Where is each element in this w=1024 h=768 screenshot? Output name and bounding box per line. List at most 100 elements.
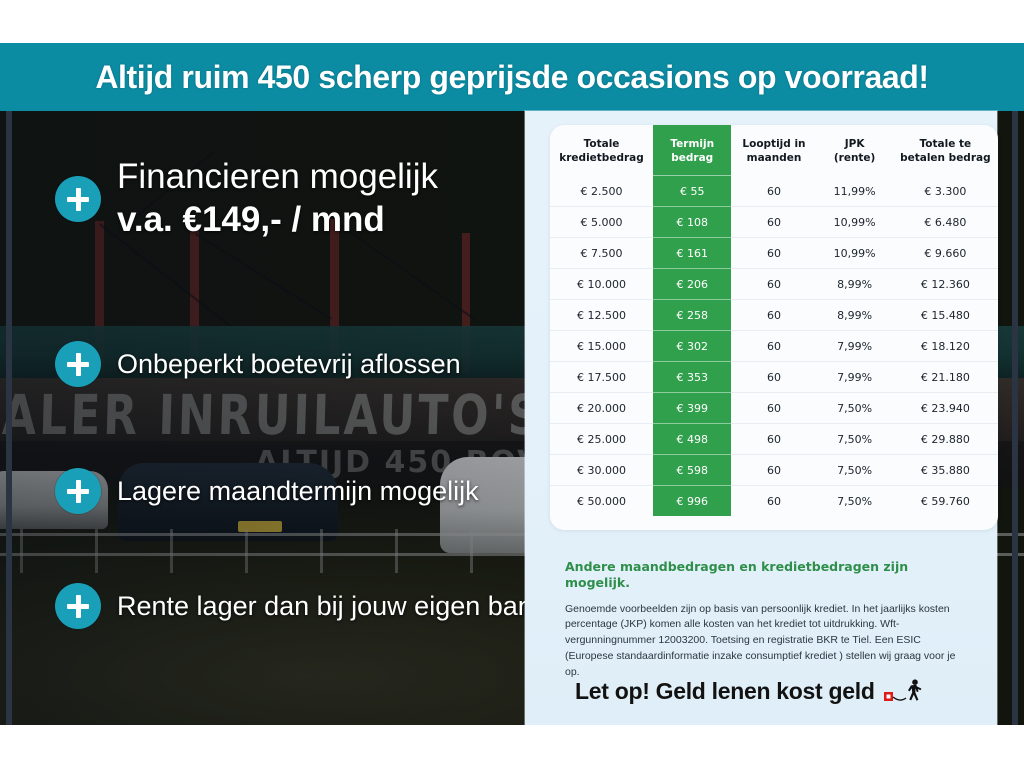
rate-table-body: € 2.500 € 55 60 11,99% € 3.300 € 5.000 € 108 60… bbox=[550, 175, 998, 517]
table-row: € 20.000 € 399 60 7,50% € 23.940 bbox=[550, 392, 998, 424]
table-cell: € 35.880 bbox=[892, 454, 998, 486]
table-cell: 7,99% bbox=[816, 361, 893, 393]
table-cell: € 15.000 bbox=[550, 330, 654, 362]
table-cell: € 302 bbox=[653, 330, 732, 362]
table-cell: 10,99% bbox=[816, 237, 893, 269]
table-cell: 7,50% bbox=[816, 454, 893, 486]
table-row: € 12.500 € 258 60 8,99% € 15.480 bbox=[550, 299, 998, 331]
rate-table-head: Totale kredietbedrag Termijn bedrag Looptijd… bbox=[550, 125, 998, 176]
table-cell: € 17.500 bbox=[550, 361, 654, 393]
benefit-item-financing: Financieren mogelijk v.a. €149,- / mnd bbox=[55, 156, 438, 241]
table-cell: € 498 bbox=[653, 423, 732, 455]
table-cell: 60 bbox=[731, 392, 817, 424]
benefit-line-1: Financieren mogelijk bbox=[117, 157, 438, 196]
table-cell: € 12.500 bbox=[550, 299, 654, 331]
benefit-item-penalty-free-repayment: Onbeperkt boetevrij aflossen bbox=[55, 341, 461, 387]
table-cell: € 996 bbox=[653, 485, 732, 517]
benefit-item-lower-interest: Rente lager dan bij jouw eigen bank bbox=[55, 583, 546, 629]
table-cell: € 399 bbox=[653, 392, 732, 424]
table-column-header: JPK (rente) bbox=[833, 138, 876, 165]
plus-icon bbox=[55, 175, 101, 222]
table-row: € 10.000 € 206 60 8,99% € 12.360 bbox=[550, 268, 998, 300]
table-cell: € 18.120 bbox=[892, 330, 998, 362]
table-cell: € 59.760 bbox=[892, 485, 998, 517]
table-column-header: Totale kredietbedrag bbox=[559, 138, 644, 165]
table-cell: 60 bbox=[731, 454, 817, 486]
table-cell: 7,50% bbox=[816, 423, 893, 455]
benefit-line-2: v.a. €149,- / mnd bbox=[117, 199, 385, 239]
table-row: € 15.000 € 302 60 7,99% € 18.120 bbox=[550, 330, 998, 362]
warning-notice: Let op! Geld lenen kost geld bbox=[575, 678, 928, 705]
table-cell: € 15.480 bbox=[892, 299, 998, 331]
table-row: € 5.000 € 108 60 10,99% € 6.480 bbox=[550, 206, 998, 238]
table-cell: € 353 bbox=[653, 361, 732, 393]
benefits-list: Financieren mogelijk v.a. €149,- / mnd O… bbox=[0, 111, 546, 725]
table-row: € 17.500 € 353 60 7,99% € 21.180 bbox=[550, 361, 998, 393]
plus-icon bbox=[55, 583, 101, 629]
table-cell: € 3.300 bbox=[924, 184, 967, 198]
table-cell: € 12.360 bbox=[892, 268, 998, 300]
table-cell: € 206 bbox=[653, 268, 732, 300]
table-cell: € 258 bbox=[653, 299, 732, 331]
headline-text: Altijd ruim 450 scherp geprijsde occasio… bbox=[95, 58, 929, 95]
table-row: € 7.500 € 161 60 10,99% € 9.660 bbox=[550, 237, 998, 269]
table-cell: 60 bbox=[731, 485, 817, 517]
table-cell: € 21.180 bbox=[892, 361, 998, 393]
table-cell: € 2.500 bbox=[580, 184, 623, 198]
table-row: € 30.000 € 598 60 7,50% € 35.880 bbox=[550, 454, 998, 486]
table-row: € 50.000 € 996 60 7,50% € 59.760 bbox=[550, 485, 998, 517]
footer-margin bbox=[0, 725, 1024, 768]
table-cell: 60 bbox=[731, 299, 817, 331]
table-cell: € 55 bbox=[653, 175, 732, 207]
legal-disclaimer: Andere maandbedragen en kredietbedragen … bbox=[565, 559, 965, 681]
plus-icon bbox=[55, 468, 101, 514]
legal-heading: Andere maandbedragen en kredietbedragen … bbox=[565, 559, 909, 591]
walking-person-with-ball-and-chain-icon bbox=[883, 678, 928, 705]
table-cell: € 23.940 bbox=[892, 392, 998, 424]
table-row: € 25.000 € 498 60 7,50% € 29.880 bbox=[550, 423, 998, 455]
table-header-row: Totale kredietbedrag Termijn bedrag Looptijd… bbox=[550, 125, 998, 176]
table-cell: 11,99% bbox=[833, 184, 876, 198]
table-cell: 7,50% bbox=[816, 485, 893, 517]
table-cell: 60 bbox=[731, 237, 817, 269]
plus-icon bbox=[55, 341, 101, 387]
table-cell: 60 bbox=[731, 268, 817, 300]
table-cell: 7,50% bbox=[816, 392, 893, 424]
benefit-text: Lagere maandtermijn mogelijk bbox=[117, 475, 479, 506]
table-cell: 10,99% bbox=[816, 206, 893, 238]
headline-banner: Altijd ruim 450 scherp geprijsde occasio… bbox=[0, 43, 1024, 111]
table-cell: 7,99% bbox=[816, 330, 893, 362]
benefit-item-lower-monthly: Lagere maandtermijn mogelijk bbox=[55, 468, 479, 514]
table-cell: € 6.480 bbox=[892, 206, 998, 238]
table-column-header: Looptijd in maanden bbox=[742, 138, 806, 165]
table-cell: € 161 bbox=[653, 237, 732, 269]
table-cell: 60 bbox=[731, 361, 817, 393]
benefit-text: Rente lager dan bij jouw eigen bank bbox=[117, 590, 547, 621]
legal-body-text: Genoemde voorbeelden zijn op basis van p… bbox=[565, 602, 956, 679]
table-cell: € 20.000 bbox=[550, 392, 654, 424]
table-cell: € 598 bbox=[653, 454, 732, 486]
benefit-text: Onbeperkt boetevrij aflossen bbox=[117, 348, 461, 379]
table-cell: 60 bbox=[731, 423, 817, 455]
table-cell: € 5.000 bbox=[550, 206, 654, 238]
table-cell: € 7.500 bbox=[550, 237, 654, 269]
table-cell: € 30.000 bbox=[550, 454, 654, 486]
credit-info-panel: Totale kredietbedrag Termijn bedrag Looptijd… bbox=[525, 111, 998, 725]
table-cell: € 108 bbox=[653, 206, 732, 238]
table-cell: 8,99% bbox=[816, 299, 893, 331]
benefit-text: Financieren mogelijk v.a. €149,- / mnd bbox=[117, 156, 438, 241]
table-column-header: Termijn bedrag bbox=[653, 125, 732, 176]
table-cell: 60 bbox=[731, 206, 817, 238]
table-cell: € 10.000 bbox=[550, 268, 654, 300]
table-cell: € 25.000 bbox=[550, 423, 654, 455]
table-cell: 8,99% bbox=[816, 268, 893, 300]
rate-table-card: Totale kredietbedrag Termijn bedrag Looptijd… bbox=[550, 125, 998, 530]
table-cell: € 29.880 bbox=[892, 423, 998, 455]
table-cell: € 9.660 bbox=[892, 237, 998, 269]
warning-text: Let op! Geld lenen kost geld bbox=[575, 678, 875, 704]
table-column-header: Totale te betalen bedrag bbox=[900, 138, 991, 165]
table-row: € 2.500 € 55 60 11,99% € 3.300 bbox=[550, 175, 998, 207]
table-cell: 60 bbox=[766, 184, 781, 198]
table-cell: 60 bbox=[731, 330, 817, 362]
